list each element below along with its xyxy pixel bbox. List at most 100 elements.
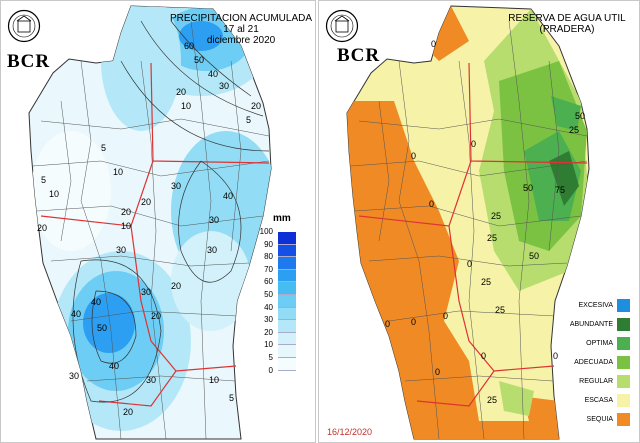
contour-label: 0 bbox=[411, 317, 416, 327]
scale-label: 100 bbox=[259, 227, 273, 236]
contour-label: 50 bbox=[523, 183, 533, 193]
contour-label: 40 bbox=[208, 69, 218, 79]
contour-label: 30 bbox=[141, 287, 151, 297]
legend-swatch bbox=[617, 413, 630, 426]
scale-color-cell bbox=[278, 282, 296, 295]
contour-label: 50 bbox=[97, 323, 107, 333]
contour-label: 40 bbox=[109, 361, 119, 371]
title-line: 17 al 21 bbox=[223, 24, 259, 35]
contour-label: 20 bbox=[151, 311, 161, 321]
contour-label: 30 bbox=[207, 245, 217, 255]
scale-label: 0 bbox=[268, 365, 273, 375]
precipitation-map: 60 50 40 30 20 20 10 5 5 10 30 40 20 30 … bbox=[28, 5, 272, 440]
scale-label: 40 bbox=[264, 302, 273, 312]
water-reserve-map-panel: 0 50 25 75 50 25 0 0 50 25 0 25 0 25 0 0… bbox=[318, 0, 640, 443]
contour-label: 10 bbox=[49, 189, 59, 199]
contour-label: 10 bbox=[121, 221, 131, 231]
legend-label: ABUNDANTE bbox=[569, 321, 613, 328]
contour-label: 20 bbox=[37, 223, 47, 233]
legend-label: EXCESIVA bbox=[578, 302, 614, 309]
contour-value-labels: 60 50 40 30 20 20 10 5 5 10 30 40 20 30 … bbox=[37, 41, 261, 417]
contour-label: 30 bbox=[209, 215, 219, 225]
contour-label: 0 bbox=[435, 367, 440, 377]
precipitation-map-panel: 60 50 40 30 20 20 10 5 5 10 30 40 20 30 … bbox=[0, 0, 316, 443]
contour-label: 20 bbox=[251, 101, 261, 111]
contour-label: 0 bbox=[481, 351, 486, 361]
institution-seal-icon bbox=[325, 9, 359, 43]
scale-color-cell bbox=[278, 332, 296, 346]
contour-label: 60 bbox=[184, 41, 194, 51]
contour-label: 20 bbox=[176, 87, 186, 97]
title-line: (PRADERA) bbox=[539, 24, 595, 35]
contour-label: 20 bbox=[123, 407, 133, 417]
precipitation-color-scale bbox=[278, 232, 296, 371]
contour-label: 0 bbox=[471, 139, 476, 149]
contour-label: 0 bbox=[411, 151, 416, 161]
legend-label: ESCASA bbox=[584, 397, 613, 404]
legend-swatch bbox=[617, 337, 630, 350]
scale-label: 60 bbox=[264, 277, 273, 287]
bcr-logo: BCR bbox=[7, 51, 51, 72]
contour-label: 40 bbox=[71, 309, 81, 319]
contour-label: 30 bbox=[219, 81, 229, 91]
legend-label: SEQUIA bbox=[586, 416, 613, 423]
scale-color-cell bbox=[278, 269, 296, 283]
map-date: 16/12/2020 bbox=[327, 427, 373, 437]
scale-label: 50 bbox=[264, 290, 273, 299]
contour-label: 30 bbox=[69, 371, 79, 381]
contour-label: 75 bbox=[555, 185, 565, 195]
scale-color-cell bbox=[278, 257, 296, 270]
map-title: PRECIPITACION ACUMULADA 17 al 21 diciemb… bbox=[166, 13, 315, 46]
scale-label: 30 bbox=[264, 315, 273, 325]
legend-swatch bbox=[617, 299, 630, 312]
water-reserve-map: 0 50 25 75 50 25 0 0 50 25 0 25 0 25 0 0… bbox=[346, 5, 590, 440]
legend-swatch bbox=[617, 356, 630, 369]
title-line: diciembre 2020 bbox=[206, 35, 276, 46]
contour-label: 5 bbox=[229, 393, 234, 403]
contour-label: 20 bbox=[121, 207, 131, 217]
contour-label: 50 bbox=[194, 55, 204, 65]
scale-color-cell bbox=[278, 320, 296, 333]
contour-label: 30 bbox=[146, 375, 156, 385]
legend-label: OPTIMA bbox=[586, 340, 613, 347]
contour-label: 25 bbox=[487, 395, 497, 405]
contour-label: 10 bbox=[209, 375, 219, 385]
scale-label: 5 bbox=[268, 353, 273, 362]
bcr-logo: BCR bbox=[337, 45, 381, 66]
contour-label: 0 bbox=[431, 39, 436, 49]
legend-swatch bbox=[617, 375, 630, 388]
contour-label: 25 bbox=[481, 277, 491, 287]
isohyets bbox=[72, 20, 270, 403]
scale-label: 90 bbox=[264, 239, 273, 249]
scale-color-cell bbox=[278, 244, 296, 258]
district-boundaries bbox=[32, 20, 270, 439]
contour-label: 0 bbox=[553, 351, 558, 361]
scale-label: 70 bbox=[264, 264, 273, 274]
legend-unit: mm bbox=[273, 213, 291, 224]
contour-label: 40 bbox=[91, 297, 101, 307]
scale-label: 20 bbox=[264, 327, 273, 337]
contour-label: 5 bbox=[246, 115, 251, 125]
scale-color-cell bbox=[278, 345, 296, 358]
contour-label: 50 bbox=[529, 251, 539, 261]
scale-color-cell bbox=[278, 307, 296, 321]
district-boundaries bbox=[350, 20, 588, 439]
legend-swatch bbox=[617, 318, 630, 331]
map-title: RESERVA DE AGUA UTIL (PRADERA) bbox=[497, 13, 637, 35]
contour-value-labels: 0 50 25 75 50 25 0 0 50 25 0 25 0 25 0 0… bbox=[385, 39, 585, 405]
contour-label: 25 bbox=[495, 305, 505, 315]
legend-label: REGULAR bbox=[579, 378, 613, 385]
contour-label: 5 bbox=[101, 143, 106, 153]
region-boundaries bbox=[358, 62, 588, 407]
contour-label: 10 bbox=[181, 101, 191, 111]
contour-label: 5 bbox=[41, 175, 46, 185]
contour-label: 0 bbox=[385, 319, 390, 329]
contour-label: 0 bbox=[467, 259, 472, 269]
contour-label: 0 bbox=[429, 199, 434, 209]
contour-label: 10 bbox=[113, 167, 123, 177]
contour-label: 25 bbox=[487, 233, 497, 243]
scale-color-cell bbox=[278, 294, 296, 308]
scale-label: 10 bbox=[264, 340, 273, 350]
region-boundaries bbox=[40, 62, 270, 407]
contour-label: 20 bbox=[141, 197, 151, 207]
